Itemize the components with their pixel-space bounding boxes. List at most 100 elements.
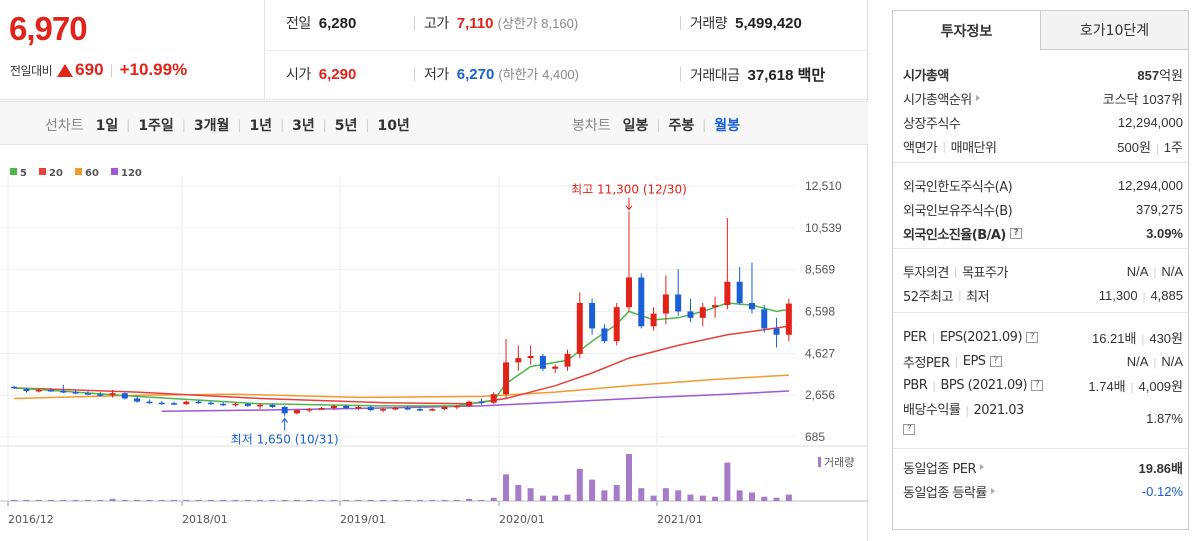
divider: | <box>1153 356 1157 369</box>
volume-bar <box>380 499 387 501</box>
pbr-label-wrap: PBR | BPS (2021.09)? <box>903 378 1044 393</box>
opinion-value: N/A <box>1126 263 1149 279</box>
volume-bar <box>748 492 755 501</box>
foreign-hold-label: 외국인보유주식수(B) <box>903 203 1013 219</box>
candlestick-chart: 2016/12 2018/01 2019/01 2020/01 2021/01 12,51… <box>0 168 868 526</box>
tab-investment-info[interactable]: 투자정보 <box>892 10 1041 50</box>
candle-body <box>576 302 583 354</box>
divider: | <box>656 118 661 132</box>
candle-body <box>60 391 67 393</box>
est-per-label: 추정PER <box>903 355 950 371</box>
volume-bar <box>675 490 682 501</box>
volume-bar <box>171 499 178 501</box>
candle-monthly[interactable]: 월봉 <box>714 118 741 134</box>
volume-bar <box>367 499 374 501</box>
period-1y[interactable]: 1년 <box>249 118 273 134</box>
volume-bar <box>552 495 559 501</box>
market-cap-section: 시가총액 857억원 시가총액순위 코스닥 1037위 상장주식수 12,294… <box>893 50 1188 163</box>
stats-row: 전일 6,280 고가 7,110 (상한가 8,160) 거래량 5,499,… <box>266 0 868 50</box>
period-1w[interactable]: 1주일 <box>138 118 174 134</box>
divider: | <box>109 63 114 77</box>
volume-bar <box>650 495 657 501</box>
current-price: 6,970 <box>9 10 88 47</box>
volume-bar <box>638 488 645 501</box>
volume-bar <box>736 490 743 501</box>
w52-value-wrap: 11,300 | 4,885 <box>1099 288 1183 303</box>
market-cap-label: 시가총액 <box>903 68 949 84</box>
x-tick-label: 2020/01 <box>499 513 545 526</box>
market-cap-rank-link[interactable]: 시가총액순위 <box>903 89 980 108</box>
period-1d[interactable]: 1일 <box>95 118 119 134</box>
trade-value-label: 거래대금 <box>690 68 740 84</box>
per-value-wrap: 16.21배 | 430원 <box>1092 328 1183 347</box>
sector-change-link[interactable]: 동일업종 등락률 <box>903 482 995 501</box>
y-tick-label: 10,539 <box>805 221 842 235</box>
per-label: PER <box>903 329 927 345</box>
volume-legend-swatch <box>818 457 821 467</box>
sector-per-link[interactable]: 동일업종 PER <box>903 458 985 477</box>
volume-bar <box>257 499 264 501</box>
divider <box>414 67 415 81</box>
candle-chart-label: 봉차트 <box>572 118 611 134</box>
trade-unit-label: 매매단위 <box>950 140 997 156</box>
opinion-label-wrap: 투자의견 | 목표주가 <box>903 262 1008 281</box>
volume-bar <box>478 499 485 501</box>
candle-body <box>429 409 436 411</box>
per-label-wrap: PER | EPS(2021.09)? <box>903 329 1039 345</box>
candle-body <box>355 406 362 409</box>
candle-body <box>207 402 214 405</box>
divider: | <box>237 118 242 132</box>
candle-body <box>380 409 387 411</box>
candle-daily[interactable]: 일봉 <box>622 118 649 134</box>
divider: | <box>181 118 186 132</box>
divider: | <box>954 354 959 368</box>
x-tick-label: 2018/01 <box>182 513 228 526</box>
candle-body <box>589 302 596 329</box>
period-5y[interactable]: 5년 <box>334 118 358 134</box>
help-icon[interactable]: ? <box>1009 227 1022 239</box>
help-icon[interactable]: ? <box>903 424 915 435</box>
period-3y[interactable]: 3년 <box>292 118 315 134</box>
volume-bar <box>761 496 768 501</box>
period-10y[interactable]: 10년 <box>377 118 410 134</box>
divider <box>680 67 681 81</box>
high-value: 7,110 <box>456 15 494 32</box>
legend-swatch <box>10 168 17 175</box>
volume-bar <box>158 499 165 501</box>
period-3m[interactable]: 3개월 <box>193 118 230 134</box>
candle-body <box>121 393 128 399</box>
tab-order-book[interactable]: 호가10단계 <box>1041 10 1189 50</box>
candle-body <box>183 401 190 405</box>
volume-bar <box>244 499 251 501</box>
candle-body <box>712 305 719 308</box>
divider: | <box>965 404 969 417</box>
legend-label: 20 <box>49 168 63 179</box>
volume-bar <box>183 499 190 501</box>
candle-body <box>466 401 473 406</box>
candle-body <box>761 309 768 329</box>
quote-main-area: 6,970 전일대비 690 | +10.99% 전일 6,280 고가 7,1… <box>0 0 868 541</box>
help-icon[interactable]: ? <box>989 355 1002 367</box>
foreign-section: 외국인한도주식수(A) 12,294,000 외국인보유주식수(B) 379,2… <box>893 163 1188 249</box>
divider: | <box>1130 381 1134 394</box>
candle-body <box>736 281 743 303</box>
est-eps-label: EPS <box>962 353 986 369</box>
bps-value: 4,009원 <box>1138 378 1184 394</box>
volume-bar <box>515 484 522 501</box>
volume-bar <box>220 499 227 501</box>
divider: | <box>953 264 958 278</box>
volume-bar <box>687 494 694 501</box>
chevron-right-icon <box>990 488 995 494</box>
sector-section: 동일업종 PER 19.86배 동일업종 등락률 -0.12% <box>893 449 1188 509</box>
volume: 거래량 5,499,420 <box>690 13 802 33</box>
line-chart-periods: 선차트 1일 | 1주일 | 3개월 | 1년 | 3년 | 5년 | 10년 <box>45 115 410 135</box>
candle-body <box>109 393 116 396</box>
prev-close-label: 전일 <box>286 16 311 32</box>
opinion-section: 투자의견 | 목표주가 N/A | N/A 52주최고 | 최저 11,300 | 4,885 <box>893 249 1188 313</box>
help-icon[interactable]: ? <box>1031 379 1044 391</box>
candle-weekly[interactable]: 주봉 <box>668 118 695 134</box>
candle-body <box>503 362 510 395</box>
chevron-right-icon <box>975 95 980 101</box>
help-icon[interactable]: ? <box>1026 331 1039 343</box>
volume-bar <box>355 499 362 501</box>
